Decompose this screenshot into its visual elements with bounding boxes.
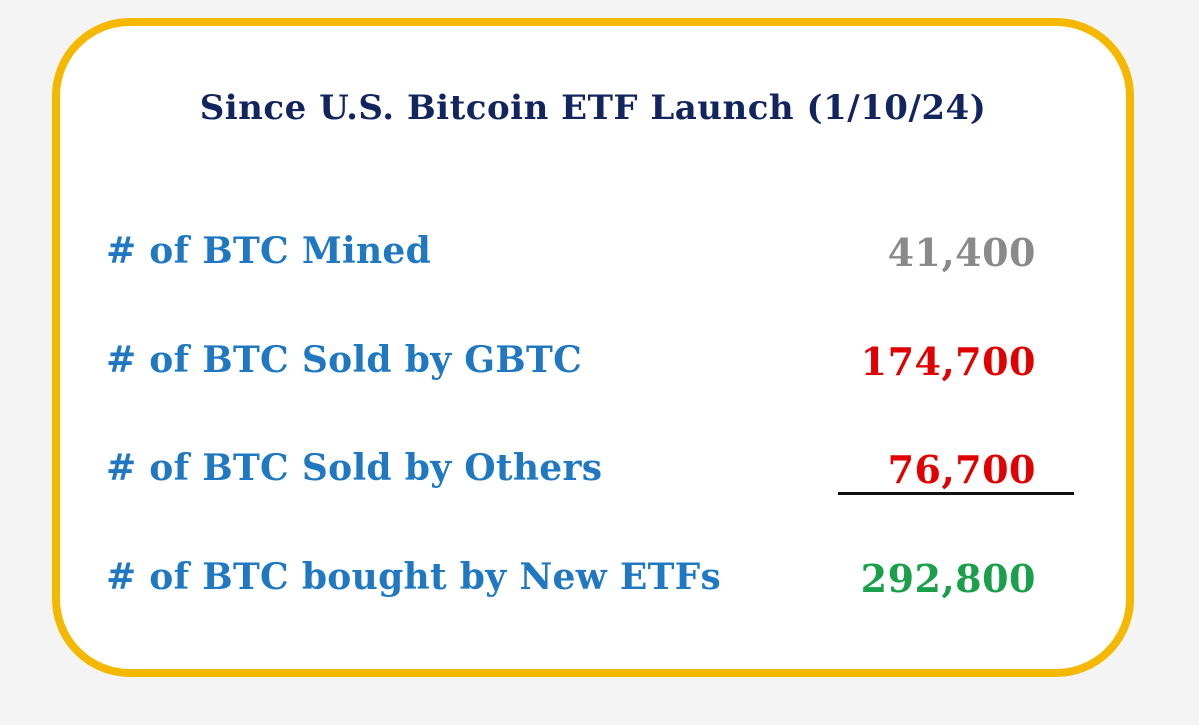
sum-underline	[838, 492, 1074, 495]
row-label-btc-mined: # of BTC Mined	[106, 230, 432, 272]
summary-card: Since U.S. Bitcoin ETF Launch (1/10/24) …	[52, 18, 1134, 677]
row-label-btc-sold-others: # of BTC Sold by Others	[106, 447, 603, 489]
row-value-btc-mined: 41,400	[887, 230, 1036, 275]
row-value-btc-bought-etfs: 292,800	[860, 556, 1036, 601]
card-title: Since U.S. Bitcoin ETF Launch (1/10/24)	[199, 88, 987, 128]
row-value-btc-sold-others: 76,700	[887, 447, 1036, 492]
row-value-btc-sold-gbtc: 174,700	[860, 339, 1036, 384]
row-label-btc-sold-gbtc: # of BTC Sold by GBTC	[106, 339, 583, 381]
row-label-btc-bought-etfs: # of BTC bought by New ETFs	[106, 556, 722, 598]
